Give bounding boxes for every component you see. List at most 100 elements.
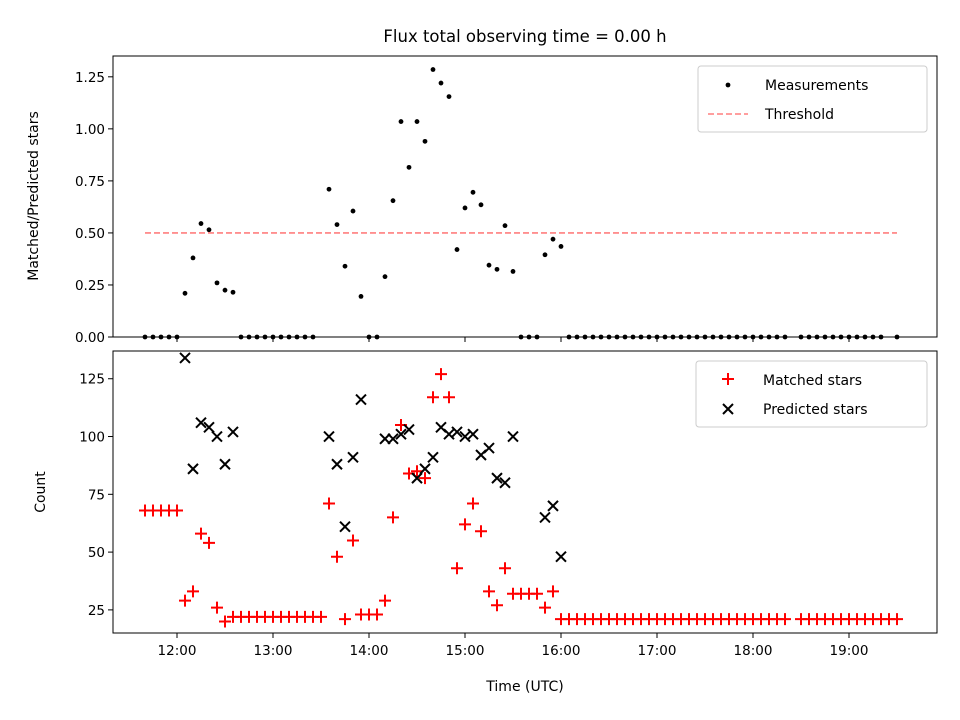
measurements-point <box>222 287 228 293</box>
measurements-point <box>350 208 356 214</box>
legend-predicted-label: Predicted stars <box>763 402 868 418</box>
bottom-legend-frame <box>695 360 928 428</box>
legend-predicted-swatch <box>722 403 734 415</box>
matched-stars-point <box>467 497 479 510</box>
bottom-legend: Matched stars Predicted stars <box>695 360 928 428</box>
matched-stars-point <box>387 511 399 524</box>
measurements-point <box>342 263 348 269</box>
predicted-stars-point <box>187 463 199 475</box>
predicted-stars-point <box>507 430 519 443</box>
matched-stars-point <box>427 391 439 404</box>
legend-measurements-label: Measurements <box>765 78 868 94</box>
matched-stars-point <box>419 472 431 485</box>
matched-stars-point <box>331 550 343 563</box>
matched-stars-point <box>371 608 383 621</box>
measurements-point <box>486 262 492 268</box>
predicted-stars-point <box>395 428 407 440</box>
measurements-point <box>430 67 436 72</box>
matched-stars-point <box>379 594 391 607</box>
measurements-point <box>422 138 428 144</box>
predicted-stars-point <box>195 416 207 429</box>
measurements-point <box>334 222 340 228</box>
matched-stars-point <box>187 585 199 598</box>
measurements-point <box>478 202 484 208</box>
bottom-x-tick-label: 15:00 <box>446 643 485 659</box>
measurements-point <box>358 294 364 299</box>
predicted-stars-point <box>227 426 239 438</box>
legend-threshold-label: Threshold <box>764 107 834 123</box>
legend-matched-swatch <box>722 373 734 385</box>
top-plot-frame <box>112 55 938 338</box>
measurements-point <box>398 119 404 124</box>
matched-stars-point <box>475 525 487 538</box>
matched-stars-point <box>171 504 183 517</box>
matched-stars-point <box>491 599 503 612</box>
predicted-stars-point <box>483 442 495 454</box>
measurements-point <box>438 80 444 86</box>
bottom-y-tick-label: 100 <box>79 430 105 446</box>
matched-stars-point <box>547 585 559 598</box>
top-panel: 0.00 0.25 0.50 0.75 1.00 1.25 Measurements Th… <box>75 55 938 346</box>
measurements-point <box>230 289 236 295</box>
bottom-panel: 25 50 75 100 125 12:00 13:00 14:00 15:00 16:00 17:… <box>79 350 938 659</box>
matched-stars-point <box>195 527 207 540</box>
bottom-axes: 25 50 75 100 125 12:00 13:00 14:00 15:00 16:00 17:… <box>79 350 938 659</box>
matched-stars-point <box>435 368 447 381</box>
x-axis-label: Time (UTC) <box>485 679 563 695</box>
measurements-point <box>446 94 452 99</box>
bottom-y-tick-label: 50 <box>88 545 105 561</box>
measurements-point <box>550 236 556 242</box>
measurements-point <box>494 266 500 272</box>
legend-matched-label: Matched stars <box>763 373 862 389</box>
top-axes: 0.00 0.25 0.50 0.75 1.00 1.25 <box>75 55 938 346</box>
bottom-x-tick-label: 14:00 <box>350 643 389 659</box>
predicted-stars-point <box>451 426 463 438</box>
predicted-stars-point <box>211 430 223 443</box>
top-y-tick-label: 0.75 <box>75 174 105 190</box>
bottom-x-tick-label: 13:00 <box>254 643 293 659</box>
predicted-stars-point <box>491 472 503 484</box>
matched-stars-point <box>531 587 543 600</box>
predicted-stars-point <box>499 477 511 489</box>
bottom-y-axis-label: Count <box>33 471 49 513</box>
measurements-point <box>190 255 196 261</box>
measurements-point <box>182 290 188 296</box>
measurements-point <box>470 189 476 195</box>
predicted-stars-point <box>331 458 343 470</box>
predicted-stars-point <box>347 451 359 464</box>
predicted-stars-point <box>547 500 559 512</box>
measurements-point <box>326 186 332 192</box>
matched-stars-point <box>219 615 231 628</box>
predicted-stars-point <box>459 430 471 443</box>
predicted-stars-point <box>443 428 455 440</box>
measurements-point <box>406 164 412 170</box>
matched-stars-point <box>539 601 551 614</box>
predicted-stars-point <box>355 393 367 406</box>
bottom-y-tick-label: 25 <box>88 603 105 619</box>
measurements-point <box>390 198 396 204</box>
matched-stars-point <box>339 613 351 626</box>
top-y-tick-label: 0.50 <box>75 226 105 242</box>
bottom-x-tick-label: 18:00 <box>734 643 773 659</box>
bottom-plot-marks <box>139 352 903 628</box>
matched-stars-point <box>323 497 335 510</box>
legend-measurements-swatch <box>725 82 731 88</box>
top-y-tick-label: 1.00 <box>75 122 105 138</box>
predicted-stars-point <box>555 551 567 563</box>
bottom-plot-frame <box>112 350 938 634</box>
predicted-stars-point <box>419 463 431 475</box>
matched-stars-point <box>891 613 903 626</box>
predicted-stars-point <box>179 352 191 364</box>
matched-stars-point <box>179 594 191 607</box>
predicted-stars-point <box>427 451 439 464</box>
figure-title: Flux total observing time = 0.00 h <box>383 27 666 46</box>
measurements-point <box>510 269 516 274</box>
predicted-stars-point <box>403 423 415 436</box>
predicted-stars-point <box>219 458 231 470</box>
predicted-stars-point <box>467 428 479 440</box>
bottom-x-tick-label: 12:00 <box>158 643 197 659</box>
top-legend: Measurements Threshold <box>697 65 928 133</box>
predicted-stars-point <box>203 421 215 433</box>
matched-stars-point <box>779 613 791 626</box>
